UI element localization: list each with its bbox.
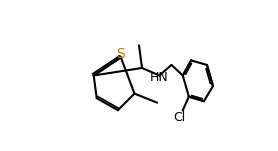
Text: S: S: [116, 47, 125, 61]
Text: HN: HN: [150, 71, 169, 84]
Text: Cl: Cl: [173, 111, 185, 124]
